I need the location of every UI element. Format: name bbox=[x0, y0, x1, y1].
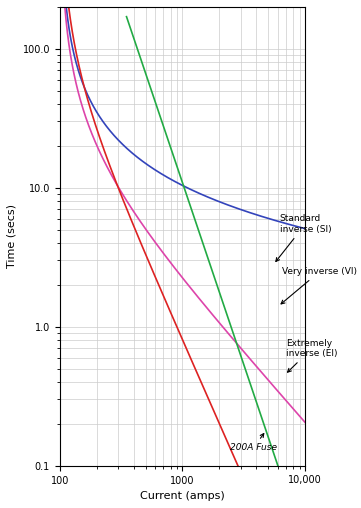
Text: Extremely
inverse (EI): Extremely inverse (EI) bbox=[286, 339, 338, 372]
Y-axis label: Time (secs): Time (secs) bbox=[7, 204, 17, 268]
Text: Standard
inverse (SI): Standard inverse (SI) bbox=[276, 214, 331, 262]
Text: Very inverse (VI): Very inverse (VI) bbox=[281, 267, 357, 304]
Text: 200A Fuse: 200A Fuse bbox=[230, 433, 277, 452]
X-axis label: Current (amps): Current (amps) bbox=[140, 491, 225, 501]
